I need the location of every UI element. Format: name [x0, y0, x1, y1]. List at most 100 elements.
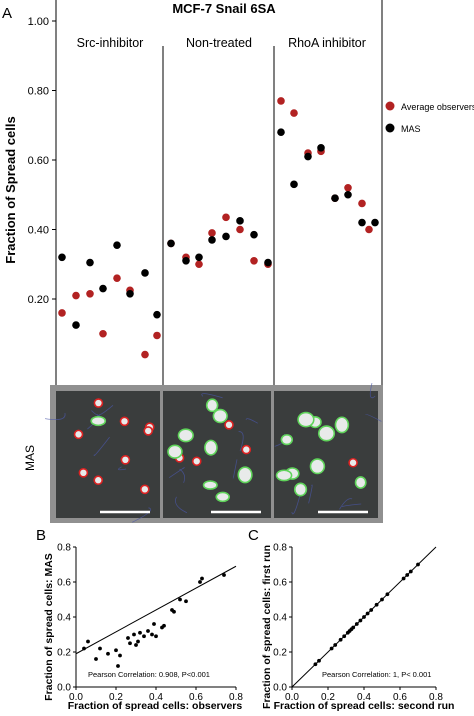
cell-edge [44, 412, 66, 421]
observer-point [344, 184, 352, 192]
y-tick-label: 0.40 [28, 225, 49, 237]
micrograph-panel [56, 391, 160, 518]
cell-edge [339, 498, 353, 510]
y-tick-label: 0.60 [28, 155, 49, 167]
panel-label-a: A [2, 5, 12, 22]
data-point [380, 597, 384, 602]
cell-edge [118, 466, 127, 471]
data-point [116, 664, 120, 668]
cell [237, 466, 253, 484]
observer-point [86, 289, 94, 298]
y-tick-label: 0.6 [273, 578, 287, 589]
x-tick-label: 0.4 [149, 692, 163, 703]
mas-point [167, 239, 175, 248]
mas-point [58, 253, 66, 262]
cell [120, 454, 131, 465]
image-strip-label: MAS [23, 445, 37, 471]
chart-a-legend: Average observers MAS [385, 101, 474, 134]
chart-c-xlabel: Fraction of spread cells: second run [274, 700, 455, 712]
chart-b-ylabel: Fraction of spread cells: MAS [43, 553, 55, 701]
chart-a: 0.20 0.40 0.60 0.80 1.00 [28, 0, 383, 386]
mas-point [126, 289, 134, 298]
x-tick-label: 0.2 [109, 692, 123, 703]
data-point [358, 618, 363, 623]
data-point [138, 630, 142, 635]
mas-point [99, 284, 107, 293]
cell [309, 458, 326, 475]
observer-point [58, 309, 66, 317]
observer-point [99, 329, 107, 338]
mas-point [141, 269, 149, 277]
micrograph-panel [274, 391, 378, 518]
data-point [82, 646, 86, 651]
cell [78, 468, 89, 478]
cell [119, 416, 130, 427]
mas-point [153, 310, 161, 319]
y-tick-label: 0.0 [273, 683, 287, 694]
chart-c: 0.0 0.2 0.4 0.6 0.8 0.0 0.2 0.4 0.6 0.8 [273, 543, 443, 704]
legend-observers-label: Average observers [401, 102, 474, 112]
data-point [118, 653, 122, 658]
legend-mas-label: MAS [401, 124, 421, 134]
data-point [369, 608, 374, 612]
cell-edge [238, 431, 244, 452]
data-point [317, 658, 321, 663]
mas-point [222, 232, 230, 241]
chart-c-ylabel: Fraction of spread cells: first run [261, 545, 273, 709]
chart-b-annotation: Pearson Correlation: 0.908, P<0.001 [88, 670, 210, 679]
chart-b: 0.0 0.2 0.4 0.6 0.8 0.0 0.2 0.4 0.6 0.8 [57, 543, 243, 704]
mas-point [344, 190, 352, 199]
data-point [152, 622, 156, 626]
y-tick-label: 0.2 [273, 648, 287, 659]
legend-mas-marker [385, 123, 395, 133]
cell-edge [245, 418, 258, 424]
y-tick-label: 0.8 [57, 543, 71, 554]
cell [317, 425, 336, 442]
y-tick-label: 0.4 [273, 613, 287, 624]
data-point [172, 609, 176, 614]
panel-label-b: B [36, 527, 46, 544]
mas-point [331, 194, 339, 203]
observer-point [358, 199, 366, 208]
mas-point [72, 321, 80, 329]
data-point [126, 636, 130, 640]
cell-edge [341, 503, 362, 508]
observer-point [208, 229, 216, 237]
x-tick-label: 0.4 [357, 692, 371, 703]
mas-point [182, 256, 190, 265]
group-label-non-treated: Non-treated [186, 36, 252, 50]
y-tick-label: 0.6 [57, 578, 71, 589]
data-point [222, 573, 226, 577]
x-tick-label: 0.6 [393, 692, 407, 703]
mas-image-strip [44, 382, 383, 523]
data-point [416, 562, 420, 567]
group-label-rhoa: RhoA inhibitor [288, 36, 366, 50]
observer-point [195, 260, 203, 269]
mas-point [317, 144, 325, 152]
panel-label-c: C [248, 527, 259, 544]
group-label-src: Src-inhibitor [77, 36, 144, 50]
mas-point [86, 258, 94, 267]
x-tick-label: 0.8 [429, 692, 443, 703]
cell [202, 480, 218, 490]
y-tick-label: 0.0 [57, 683, 71, 694]
cell-edge [291, 496, 301, 515]
chart-c-annotation: Pearson Correlation: 1, P< 0.001 [322, 670, 431, 679]
y-tick-label: 0.2 [57, 648, 71, 659]
observer-point [236, 225, 244, 234]
observer-point [250, 256, 258, 265]
mas-point [290, 180, 298, 189]
observer-point [290, 109, 298, 117]
cell [297, 411, 315, 428]
cell [73, 429, 84, 440]
data-point [128, 641, 132, 646]
y-tick-label: 0.80 [28, 86, 49, 98]
y-tick-label: 0.4 [57, 613, 71, 624]
observer-point [141, 350, 149, 359]
data-point [146, 629, 150, 633]
data-point [374, 602, 379, 607]
mas-point [371, 218, 379, 227]
cell [93, 398, 104, 408]
data-point [134, 643, 138, 647]
